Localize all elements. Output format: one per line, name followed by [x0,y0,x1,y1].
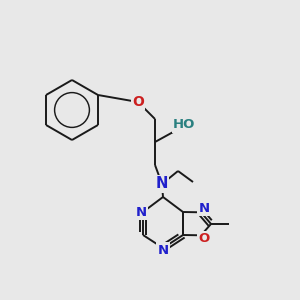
Text: N: N [198,202,210,215]
Text: N: N [156,176,168,191]
Text: N: N [158,244,169,256]
Text: O: O [198,232,210,245]
Text: N: N [135,206,147,218]
Text: O: O [132,95,144,109]
Text: HO: HO [173,118,195,131]
